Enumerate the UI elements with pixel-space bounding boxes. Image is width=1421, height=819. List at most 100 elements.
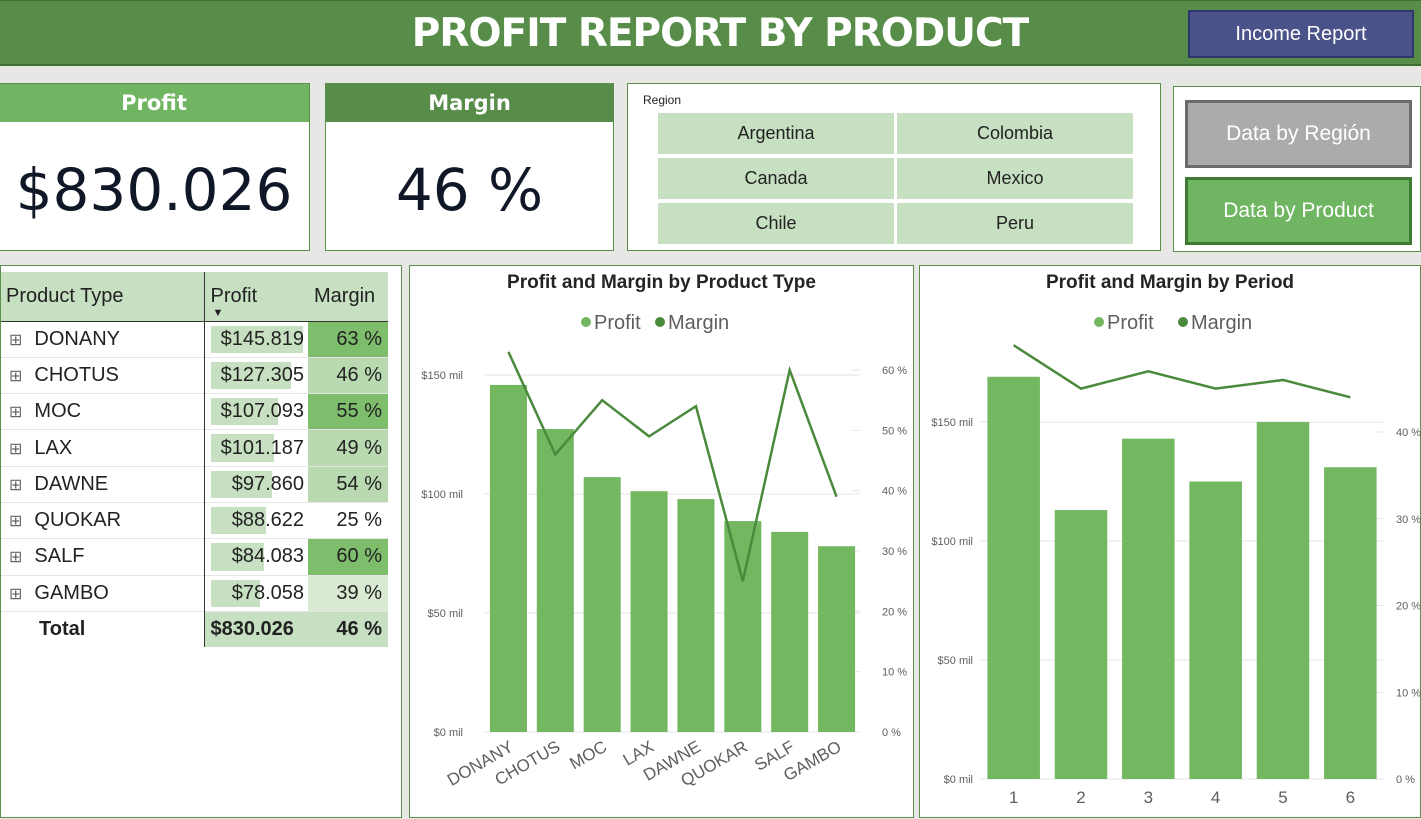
total-label: Total: [1, 611, 205, 648]
region-slicer-title: Region: [643, 93, 682, 107]
chart-legend: Profit Margin: [1094, 312, 1252, 334]
y-right-tick-label: 30 %: [1396, 514, 1421, 526]
y-right-tick-label: 40 %: [1396, 427, 1421, 439]
header-product-type[interactable]: Product Type: [1, 272, 205, 321]
profit-cell: $145.819: [204, 321, 308, 357]
y-left-tick-label: $150 mil: [931, 417, 973, 429]
y-right-tick-label: 10 %: [882, 667, 907, 679]
profit-value: $101.187: [220, 436, 304, 459]
expand-plus-icon[interactable]: ⊞: [9, 513, 23, 531]
y-left-tick-label: $50 mil: [428, 608, 463, 620]
profit-bar: [818, 546, 856, 732]
margin-cell: 54 %: [308, 466, 388, 503]
legend-profit-marker: [581, 317, 591, 327]
legend-profit-label: Profit: [594, 312, 641, 334]
product-cell: ⊞ SALF: [1, 538, 205, 576]
region-slicer: Region Argentina Colombia Canada Mexico …: [627, 83, 1161, 251]
profit-bar: [1256, 422, 1310, 779]
expand-plus-icon[interactable]: ⊞: [9, 331, 23, 349]
legend-profit-marker: [1094, 317, 1104, 327]
chart1-svg: Profit Margin $0 mil $50 mil $100 mil $150 mi…: [421, 312, 907, 790]
region-mexico[interactable]: Mexico: [897, 158, 1133, 199]
y-left-tick-label: $100 mil: [421, 489, 463, 501]
y-right-tick-label: 20 %: [1396, 601, 1421, 613]
table-row[interactable]: ⊞ GAMBO $78.058 39 %: [1, 575, 388, 612]
product-name: DONANY: [34, 327, 120, 350]
table-row[interactable]: ⊞ MOC $107.093 55 %: [1, 393, 388, 430]
margin-cell: 25 %: [308, 502, 388, 539]
margin-kpi-card: Margin 46 %: [325, 83, 614, 251]
income-report-button[interactable]: Income Report: [1188, 10, 1414, 58]
expand-plus-icon[interactable]: ⊞: [9, 585, 23, 603]
product-name: SALF: [34, 545, 85, 568]
table-row[interactable]: ⊞ CHOTUS $127.305 46 %: [1, 357, 388, 394]
y-right-tick-label: 10 %: [1396, 687, 1421, 699]
table-row[interactable]: ⊞ SALF $84.083 60 %: [1, 538, 388, 576]
table-row[interactable]: ⊞ QUOKAR $88.622 25 %: [1, 502, 388, 539]
x-tick-label: 3: [1144, 788, 1153, 807]
profit-bar: [771, 531, 809, 732]
margin-cell: 46 %: [308, 357, 388, 394]
product-table: Product Type Profit ▼ Margin ⊞ DONANY $145…: [1, 272, 388, 648]
expand-plus-icon[interactable]: ⊞: [9, 476, 23, 494]
header-profit[interactable]: Profit ▼: [204, 272, 308, 321]
region-colombia[interactable]: Colombia: [897, 113, 1133, 154]
table-row[interactable]: ⊞ DONANY $145.819 63 %: [1, 321, 388, 358]
margin-cell: 60 %: [308, 538, 388, 576]
profit-databar: [210, 579, 260, 607]
profit-cell: $127.305: [204, 357, 308, 393]
y-right-tick-label: 20 %: [882, 606, 907, 618]
sort-descending-icon[interactable]: ▼: [212, 306, 224, 319]
legend-margin-label: Margin: [668, 312, 729, 334]
product-name: CHOTUS: [34, 363, 119, 386]
region-argentina[interactable]: Argentina: [658, 113, 894, 154]
legend-margin-marker: [1178, 317, 1188, 327]
profit-value: $107.093: [220, 400, 304, 423]
profit-cell: $88.622: [204, 502, 308, 538]
table-row[interactable]: ⊞ DAWNE $97.860 54 %: [1, 466, 388, 503]
margin-line: [1012, 344, 1351, 399]
data-by-region-button[interactable]: Data by Región: [1185, 100, 1412, 168]
header-profit-label: Profit: [210, 284, 258, 307]
region-chile[interactable]: Chile: [658, 203, 894, 244]
y-right-tick-label: 60 %: [882, 365, 907, 377]
y-right-tick-label: 0 %: [882, 727, 901, 739]
total-margin: 46 %: [308, 611, 388, 648]
y-left-tick-label: $150 mil: [421, 370, 463, 382]
x-tick-label: 1: [1009, 788, 1018, 807]
profit-bar: [583, 477, 621, 732]
expand-plus-icon[interactable]: ⊞: [9, 404, 23, 422]
product-cell: ⊞ CHOTUS: [1, 357, 205, 394]
region-peru[interactable]: Peru: [897, 203, 1133, 244]
chart-profit-margin-by-product: Profit and Margin by Product Type Profit…: [409, 265, 914, 818]
profit-value: $145.819: [220, 327, 304, 350]
x-tick-label: MOC: [566, 737, 610, 773]
product-matrix: Product Type Profit ▼ Margin ⊞ DONANY $145…: [0, 265, 402, 818]
profit-kpi-value: $830.026: [15, 156, 293, 224]
expand-plus-icon[interactable]: ⊞: [9, 440, 23, 458]
profit-bar: [1324, 467, 1377, 779]
profit-bar: [677, 499, 715, 732]
profit-bar: [630, 491, 668, 732]
legend-margin-label: Margin: [1191, 312, 1252, 334]
y-right-tick-label: 0 %: [1396, 774, 1415, 786]
expand-plus-icon[interactable]: ⊞: [9, 549, 23, 567]
table-row[interactable]: ⊞ LAX $101.187 49 %: [1, 429, 388, 467]
product-cell: ⊞ LAX: [1, 429, 205, 467]
region-canada[interactable]: Canada: [658, 158, 894, 199]
profit-databar: [210, 543, 264, 571]
y-right-tick-label: 40 %: [882, 486, 907, 498]
product-cell: ⊞ DONANY: [1, 321, 205, 358]
legend-margin-marker: [655, 317, 665, 327]
x-tick-label: 5: [1278, 788, 1287, 807]
margin-cell: 49 %: [308, 429, 388, 467]
table-header-row: Product Type Profit ▼ Margin: [1, 272, 388, 321]
profit-value: $127.305: [220, 363, 304, 386]
data-by-product-button[interactable]: Data by Product: [1185, 177, 1412, 245]
expand-plus-icon[interactable]: ⊞: [9, 367, 23, 385]
product-name: LAX: [34, 436, 73, 459]
x-tick-label: 2: [1076, 788, 1085, 807]
profit-bar: [1054, 510, 1108, 779]
header-margin[interactable]: Margin: [314, 284, 376, 307]
profit-cell: $84.083: [204, 539, 308, 575]
